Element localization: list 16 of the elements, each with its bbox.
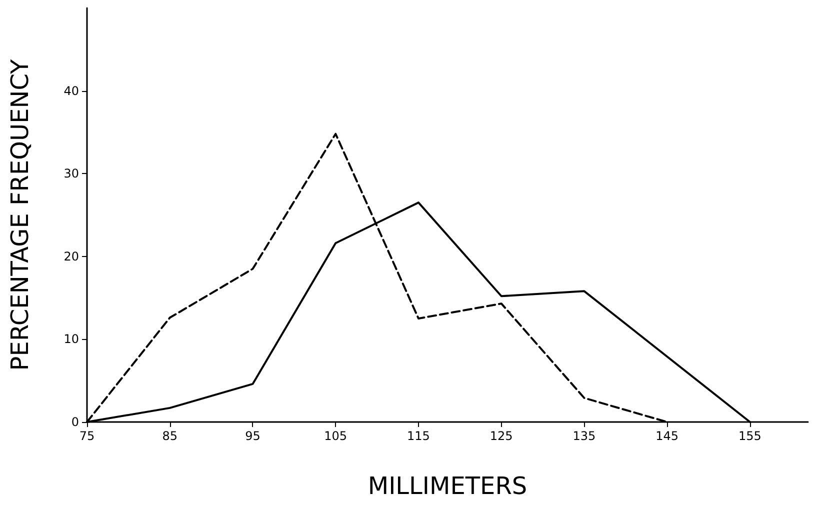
x-tick-label: 125 (490, 429, 513, 443)
x-tick-label: 75 (79, 429, 95, 443)
y-tick-label: 10 (64, 332, 79, 346)
y-tick-label: 20 (64, 249, 79, 264)
y-axis-title: PERCENTAGE FREQUENCY (6, 58, 34, 371)
x-tick-label: 135 (572, 429, 596, 443)
y-tick-label: 0 (71, 415, 79, 429)
x-tick-label: 145 (656, 429, 679, 443)
x-tick-label: 95 (245, 429, 260, 443)
x-tick-label: 85 (162, 429, 178, 443)
y-tick-label: 40 (64, 84, 79, 98)
y-tick-label: 30 (64, 166, 79, 181)
x-tick-label: 155 (738, 429, 762, 443)
x-tick-label: 105 (324, 429, 348, 443)
x-axis-title: MILLIMETERS (368, 472, 528, 500)
x-tick-label: 115 (407, 429, 430, 443)
